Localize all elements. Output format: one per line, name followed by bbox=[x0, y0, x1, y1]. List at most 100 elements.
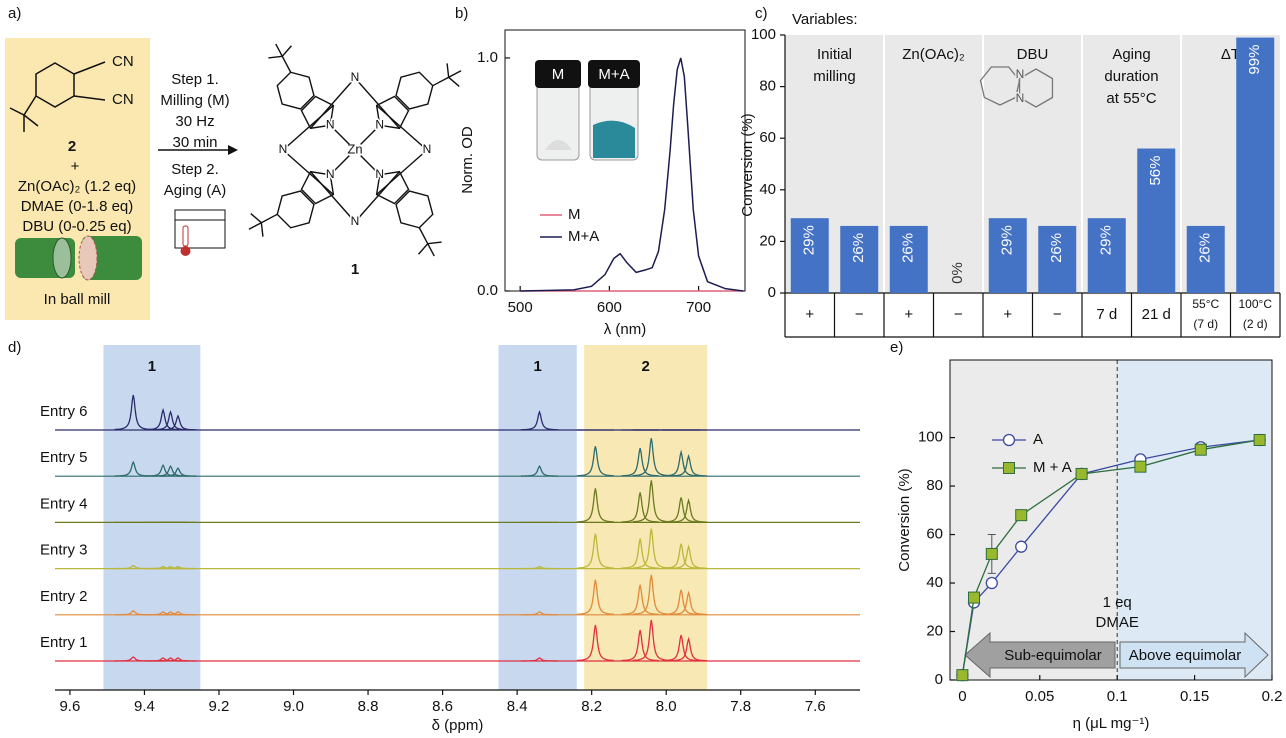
x-tick-label: 0.15 bbox=[1180, 688, 1209, 705]
panel-label: a) bbox=[8, 5, 21, 22]
figure: a) CN CN 2 + Zn(OAc)₂ (1.2 eq) DMAE (0-1… bbox=[0, 0, 1286, 738]
category-label: − bbox=[1053, 306, 1062, 323]
metal-label: Zn bbox=[347, 141, 362, 156]
legend-marker bbox=[1004, 463, 1015, 474]
tbu bbox=[428, 244, 435, 256]
x-tick-label: 0 bbox=[958, 688, 966, 705]
entry-label: Entry 4 bbox=[40, 495, 88, 512]
vial-label: M+A bbox=[598, 66, 629, 83]
marker bbox=[1076, 468, 1087, 479]
value-label: 26% bbox=[900, 233, 917, 263]
value-label: 26% bbox=[1197, 233, 1214, 263]
marker bbox=[1254, 435, 1265, 446]
y-tick-label: 0 bbox=[768, 284, 776, 301]
category-label: + bbox=[1003, 306, 1012, 323]
tbu bbox=[249, 223, 261, 230]
tbu bbox=[282, 56, 290, 72]
atom-label: N bbox=[279, 142, 288, 156]
tbu bbox=[419, 244, 428, 255]
legend-marker bbox=[1004, 435, 1015, 446]
annotation: DMAE bbox=[1096, 614, 1139, 631]
atom-label: N bbox=[1016, 67, 1025, 81]
y-tick-label: 40 bbox=[759, 181, 776, 198]
y-tick-label: 1.0 bbox=[477, 49, 498, 66]
category-label: − bbox=[954, 306, 963, 323]
vial-label: M bbox=[552, 66, 565, 83]
tbu bbox=[449, 77, 460, 86]
x-tick-label: 0.1 bbox=[1107, 688, 1128, 705]
x-axis-label: λ (nm) bbox=[604, 321, 647, 338]
x-tick-label: 0.2 bbox=[1262, 688, 1283, 705]
step: Step 1. bbox=[171, 71, 219, 88]
region-label: 1 bbox=[148, 358, 156, 375]
bar bbox=[1236, 38, 1274, 293]
marker bbox=[968, 592, 979, 603]
marker bbox=[1016, 510, 1027, 521]
x-tick-label: 8.2 bbox=[581, 698, 602, 715]
x-tick-label: 500 bbox=[508, 299, 533, 316]
step: 30 Hz bbox=[175, 113, 214, 130]
region-bg bbox=[1117, 360, 1272, 680]
atom-label: N bbox=[1016, 91, 1025, 105]
bond bbox=[377, 150, 427, 194]
group-label: DBU bbox=[1017, 46, 1049, 63]
x-tick-label: 9.0 bbox=[283, 698, 304, 715]
tbu bbox=[261, 214, 277, 222]
plus: + bbox=[71, 158, 80, 175]
atom-label: CN bbox=[112, 91, 134, 108]
reagent: DMAE (0-1.8 eq) bbox=[21, 198, 134, 215]
region-label: 1 bbox=[533, 358, 541, 375]
marker bbox=[957, 670, 968, 681]
value-label: 29% bbox=[1098, 225, 1115, 255]
y-tick-label: 100 bbox=[751, 26, 776, 43]
category-label: 7 d bbox=[1096, 306, 1117, 323]
value-label: 26% bbox=[850, 233, 867, 263]
y-tick-label: 80 bbox=[759, 78, 776, 95]
marker bbox=[1195, 444, 1206, 455]
value-label: 56% bbox=[1147, 156, 1164, 186]
x-tick-label: 600 bbox=[597, 299, 622, 316]
entry-label: Entry 1 bbox=[40, 634, 88, 651]
x-tick-label: 0.05 bbox=[1025, 688, 1054, 705]
atom-label: N bbox=[375, 117, 384, 131]
tbu bbox=[447, 63, 449, 77]
y-axis-label: Norm. OD bbox=[459, 126, 476, 194]
region-label: 2 bbox=[642, 358, 650, 375]
y-tick-label: 20 bbox=[926, 622, 943, 639]
y-tick-label: 60 bbox=[759, 129, 776, 146]
arrow-head bbox=[228, 145, 238, 155]
tbu bbox=[433, 77, 449, 85]
tbu bbox=[428, 242, 442, 244]
tbu bbox=[261, 223, 263, 237]
vial-powder bbox=[593, 121, 635, 158]
category-label: − bbox=[855, 306, 864, 323]
x-tick-label: 8.4 bbox=[507, 698, 528, 715]
compound-label: 1 bbox=[351, 261, 359, 278]
marker bbox=[1016, 541, 1027, 552]
x-axis-label: δ (ppm) bbox=[432, 717, 484, 734]
entry-label: Entry 2 bbox=[40, 588, 88, 605]
marker bbox=[1135, 461, 1146, 472]
panel-label: c) bbox=[755, 5, 768, 22]
group-label: Aging bbox=[1112, 46, 1150, 63]
shaded-region bbox=[103, 345, 200, 690]
y-tick-label: 0 bbox=[935, 671, 943, 688]
region-bg bbox=[950, 360, 1117, 680]
legend-label: M + A bbox=[1033, 459, 1072, 476]
y-tick-label: 80 bbox=[926, 477, 943, 494]
atom-label: N bbox=[351, 214, 360, 228]
group-label: milling bbox=[813, 68, 856, 85]
entry-label: Entry 5 bbox=[40, 449, 88, 466]
panel-label: e) bbox=[890, 339, 903, 356]
category-note: (2 d) bbox=[1243, 317, 1268, 331]
atom-label: CN bbox=[112, 53, 134, 70]
tbu bbox=[251, 214, 262, 223]
entry-label: Entry 3 bbox=[40, 542, 88, 559]
compound-label: 2 bbox=[68, 138, 76, 155]
chart-title: Variables: bbox=[792, 11, 858, 28]
y-tick-label: 100 bbox=[918, 429, 943, 446]
mill-jar-end bbox=[53, 238, 71, 278]
atom-label: N bbox=[423, 142, 432, 156]
panel-label: b) bbox=[455, 5, 468, 22]
legend-label: M+A bbox=[568, 228, 599, 245]
